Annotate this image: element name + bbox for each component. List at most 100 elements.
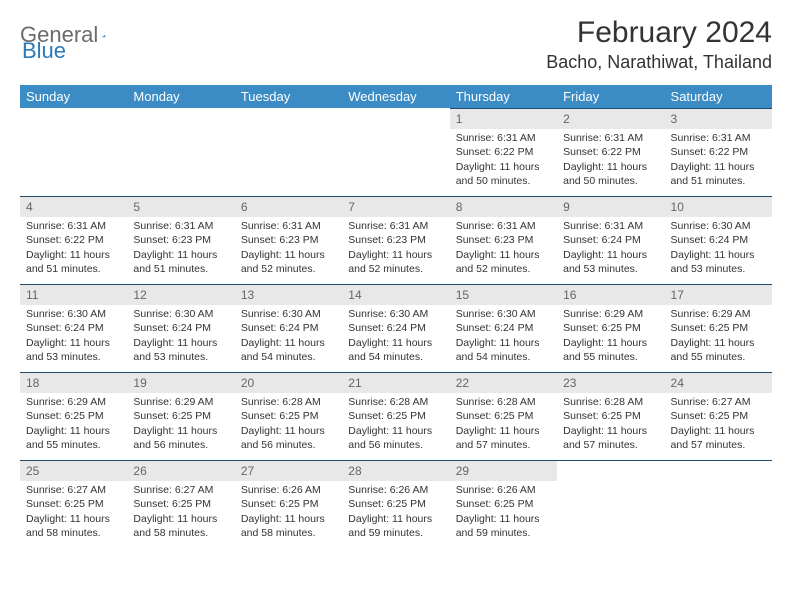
daylight-text: Daylight: 11 hours and 57 minutes. [563, 424, 658, 452]
sunrise-text: Sunrise: 6:28 AM [348, 395, 443, 409]
sunrise-text: Sunrise: 6:31 AM [456, 219, 551, 233]
calendar-cell: 2Sunrise: 6:31 AMSunset: 6:22 PMDaylight… [557, 108, 664, 196]
calendar-cell: 3Sunrise: 6:31 AMSunset: 6:22 PMDaylight… [665, 108, 772, 196]
weekday-header: Monday [127, 85, 234, 108]
daylight-text: Daylight: 11 hours and 58 minutes. [133, 512, 228, 540]
day-body: Sunrise: 6:26 AMSunset: 6:25 PMDaylight:… [450, 481, 557, 546]
sunset-text: Sunset: 6:23 PM [241, 233, 336, 247]
day-body: Sunrise: 6:27 AMSunset: 6:25 PMDaylight:… [665, 393, 772, 458]
daylight-text: Daylight: 11 hours and 59 minutes. [456, 512, 551, 540]
sunrise-text: Sunrise: 6:28 AM [563, 395, 658, 409]
calendar-cell: 21Sunrise: 6:28 AMSunset: 6:25 PMDayligh… [342, 372, 449, 460]
sunset-text: Sunset: 6:25 PM [671, 321, 766, 335]
sunset-text: Sunset: 6:22 PM [456, 145, 551, 159]
day-body: Sunrise: 6:31 AMSunset: 6:22 PMDaylight:… [665, 129, 772, 194]
calendar-cell [127, 108, 234, 196]
sunrise-text: Sunrise: 6:31 AM [133, 219, 228, 233]
day-number: 25 [20, 460, 127, 481]
day-body: Sunrise: 6:30 AMSunset: 6:24 PMDaylight:… [20, 305, 127, 370]
day-number: 24 [665, 372, 772, 393]
sunset-text: Sunset: 6:23 PM [456, 233, 551, 247]
day-number: 12 [127, 284, 234, 305]
calendar-cell: 26Sunrise: 6:27 AMSunset: 6:25 PMDayligh… [127, 460, 234, 548]
calendar-cell: 6Sunrise: 6:31 AMSunset: 6:23 PMDaylight… [235, 196, 342, 284]
daylight-text: Daylight: 11 hours and 56 minutes. [241, 424, 336, 452]
day-number: 22 [450, 372, 557, 393]
sunrise-text: Sunrise: 6:28 AM [456, 395, 551, 409]
day-number: 14 [342, 284, 449, 305]
day-body: Sunrise: 6:30 AMSunset: 6:24 PMDaylight:… [665, 217, 772, 282]
calendar-cell: 22Sunrise: 6:28 AMSunset: 6:25 PMDayligh… [450, 372, 557, 460]
calendar-cell [557, 460, 664, 548]
sunset-text: Sunset: 6:22 PM [671, 145, 766, 159]
sunset-text: Sunset: 6:23 PM [133, 233, 228, 247]
day-number: 10 [665, 196, 772, 217]
sunset-text: Sunset: 6:22 PM [563, 145, 658, 159]
calendar-week-row: 18Sunrise: 6:29 AMSunset: 6:25 PMDayligh… [20, 372, 772, 460]
weekday-header: Friday [557, 85, 664, 108]
day-number: 11 [20, 284, 127, 305]
calendar-cell [665, 460, 772, 548]
day-body: Sunrise: 6:31 AMSunset: 6:23 PMDaylight:… [127, 217, 234, 282]
day-body: Sunrise: 6:31 AMSunset: 6:23 PMDaylight:… [450, 217, 557, 282]
daylight-text: Daylight: 11 hours and 52 minutes. [241, 248, 336, 276]
calendar-week-row: 25Sunrise: 6:27 AMSunset: 6:25 PMDayligh… [20, 460, 772, 548]
calendar-cell: 5Sunrise: 6:31 AMSunset: 6:23 PMDaylight… [127, 196, 234, 284]
day-number: 4 [20, 196, 127, 217]
sunset-text: Sunset: 6:25 PM [671, 409, 766, 423]
day-number: 20 [235, 372, 342, 393]
calendar-cell: 27Sunrise: 6:26 AMSunset: 6:25 PMDayligh… [235, 460, 342, 548]
sunrise-text: Sunrise: 6:31 AM [563, 219, 658, 233]
calendar-cell: 1Sunrise: 6:31 AMSunset: 6:22 PMDaylight… [450, 108, 557, 196]
sunset-text: Sunset: 6:24 PM [133, 321, 228, 335]
sunrise-text: Sunrise: 6:28 AM [241, 395, 336, 409]
calendar-cell: 9Sunrise: 6:31 AMSunset: 6:24 PMDaylight… [557, 196, 664, 284]
day-number: 17 [665, 284, 772, 305]
calendar-cell [342, 108, 449, 196]
calendar-cell [20, 108, 127, 196]
calendar-cell: 24Sunrise: 6:27 AMSunset: 6:25 PMDayligh… [665, 372, 772, 460]
daylight-text: Daylight: 11 hours and 53 minutes. [26, 336, 121, 364]
calendar-week-row: 11Sunrise: 6:30 AMSunset: 6:24 PMDayligh… [20, 284, 772, 372]
day-number: 1 [450, 108, 557, 129]
sunrise-text: Sunrise: 6:30 AM [671, 219, 766, 233]
day-body: Sunrise: 6:31 AMSunset: 6:23 PMDaylight:… [342, 217, 449, 282]
calendar-cell: 12Sunrise: 6:30 AMSunset: 6:24 PMDayligh… [127, 284, 234, 372]
sunrise-text: Sunrise: 6:30 AM [348, 307, 443, 321]
daylight-text: Daylight: 11 hours and 57 minutes. [671, 424, 766, 452]
sunset-text: Sunset: 6:25 PM [348, 409, 443, 423]
calendar-cell: 10Sunrise: 6:30 AMSunset: 6:24 PMDayligh… [665, 196, 772, 284]
sunset-text: Sunset: 6:24 PM [26, 321, 121, 335]
daylight-text: Daylight: 11 hours and 57 minutes. [456, 424, 551, 452]
daylight-text: Daylight: 11 hours and 51 minutes. [26, 248, 121, 276]
day-number: 23 [557, 372, 664, 393]
daylight-text: Daylight: 11 hours and 54 minutes. [241, 336, 336, 364]
day-number: 16 [557, 284, 664, 305]
calendar-cell: 8Sunrise: 6:31 AMSunset: 6:23 PMDaylight… [450, 196, 557, 284]
calendar-cell: 17Sunrise: 6:29 AMSunset: 6:25 PMDayligh… [665, 284, 772, 372]
daylight-text: Daylight: 11 hours and 53 minutes. [671, 248, 766, 276]
daylight-text: Daylight: 11 hours and 51 minutes. [133, 248, 228, 276]
calendar-cell: 19Sunrise: 6:29 AMSunset: 6:25 PMDayligh… [127, 372, 234, 460]
day-body: Sunrise: 6:28 AMSunset: 6:25 PMDaylight:… [235, 393, 342, 458]
day-body: Sunrise: 6:30 AMSunset: 6:24 PMDaylight:… [342, 305, 449, 370]
calendar-cell [235, 108, 342, 196]
day-number: 26 [127, 460, 234, 481]
sunset-text: Sunset: 6:24 PM [456, 321, 551, 335]
day-body: Sunrise: 6:26 AMSunset: 6:25 PMDaylight:… [342, 481, 449, 546]
sunrise-text: Sunrise: 6:31 AM [671, 131, 766, 145]
day-body: Sunrise: 6:29 AMSunset: 6:25 PMDaylight:… [665, 305, 772, 370]
day-number: 7 [342, 196, 449, 217]
daylight-text: Daylight: 11 hours and 54 minutes. [348, 336, 443, 364]
sunrise-text: Sunrise: 6:30 AM [133, 307, 228, 321]
sunrise-text: Sunrise: 6:31 AM [26, 219, 121, 233]
sunrise-text: Sunrise: 6:26 AM [241, 483, 336, 497]
day-body: Sunrise: 6:28 AMSunset: 6:25 PMDaylight:… [557, 393, 664, 458]
calendar-week-row: 1Sunrise: 6:31 AMSunset: 6:22 PMDaylight… [20, 108, 772, 196]
day-body: Sunrise: 6:31 AMSunset: 6:22 PMDaylight:… [450, 129, 557, 194]
daylight-text: Daylight: 11 hours and 53 minutes. [563, 248, 658, 276]
sunrise-text: Sunrise: 6:27 AM [26, 483, 121, 497]
page-header: General February 2024 Bacho, Narathiwat,… [20, 16, 772, 73]
day-body: Sunrise: 6:28 AMSunset: 6:25 PMDaylight:… [450, 393, 557, 458]
daylight-text: Daylight: 11 hours and 55 minutes. [26, 424, 121, 452]
